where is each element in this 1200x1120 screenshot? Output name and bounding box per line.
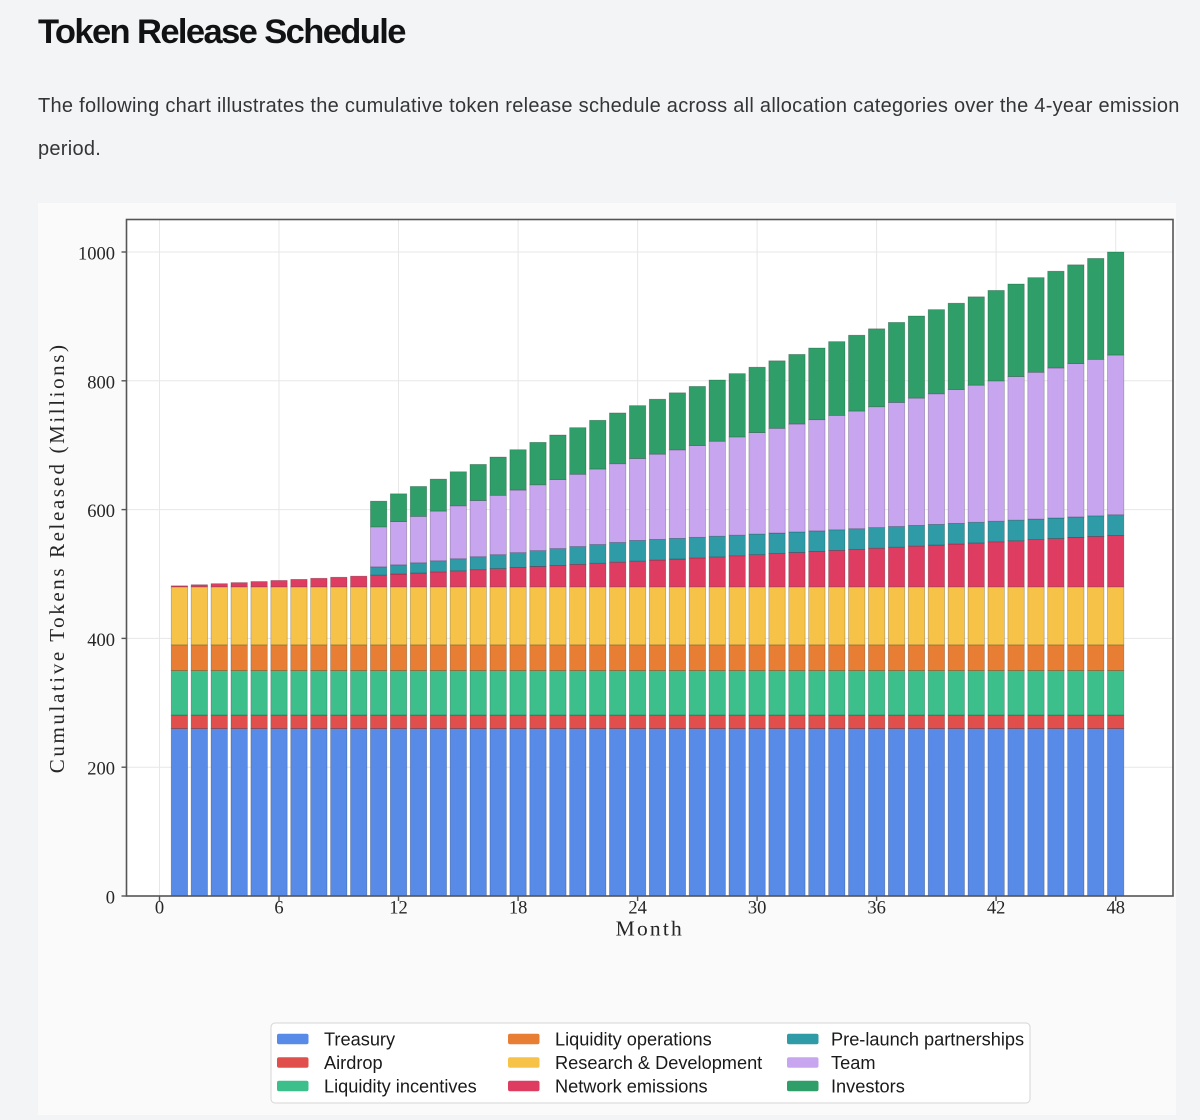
svg-text:24: 24 [628, 899, 647, 919]
svg-text:Pre-launch partnerships: Pre-launch partnerships [831, 1030, 1024, 1050]
svg-text:Team: Team [831, 1053, 875, 1073]
svg-text:30: 30 [748, 899, 767, 919]
svg-text:Treasury: Treasury [324, 1030, 396, 1050]
svg-text:600: 600 [87, 502, 115, 522]
svg-text:Research & Development: Research & Development [555, 1053, 762, 1073]
svg-text:18: 18 [509, 899, 527, 919]
svg-text:36: 36 [867, 899, 886, 919]
svg-text:Cumulative Tokens Released (Mi: Cumulative Tokens Released (Millions) [45, 342, 69, 773]
svg-text:0: 0 [106, 889, 115, 909]
svg-text:Liquidity operations: Liquidity operations [555, 1030, 712, 1050]
svg-text:800: 800 [87, 373, 115, 393]
svg-text:Investors: Investors [831, 1077, 905, 1097]
svg-text:Liquidity incentives: Liquidity incentives [324, 1077, 477, 1097]
svg-text:Airdrop: Airdrop [324, 1053, 383, 1073]
svg-text:200: 200 [87, 760, 115, 780]
svg-text:42: 42 [987, 899, 1006, 919]
svg-text:Month: Month [616, 917, 684, 941]
svg-text:48: 48 [1106, 899, 1125, 919]
svg-text:Network emissions: Network emissions [555, 1077, 708, 1097]
svg-text:12: 12 [389, 899, 408, 919]
svg-text:400: 400 [87, 631, 115, 651]
svg-text:6: 6 [274, 899, 283, 919]
svg-text:1000: 1000 [78, 245, 115, 265]
svg-text:0: 0 [155, 899, 164, 919]
